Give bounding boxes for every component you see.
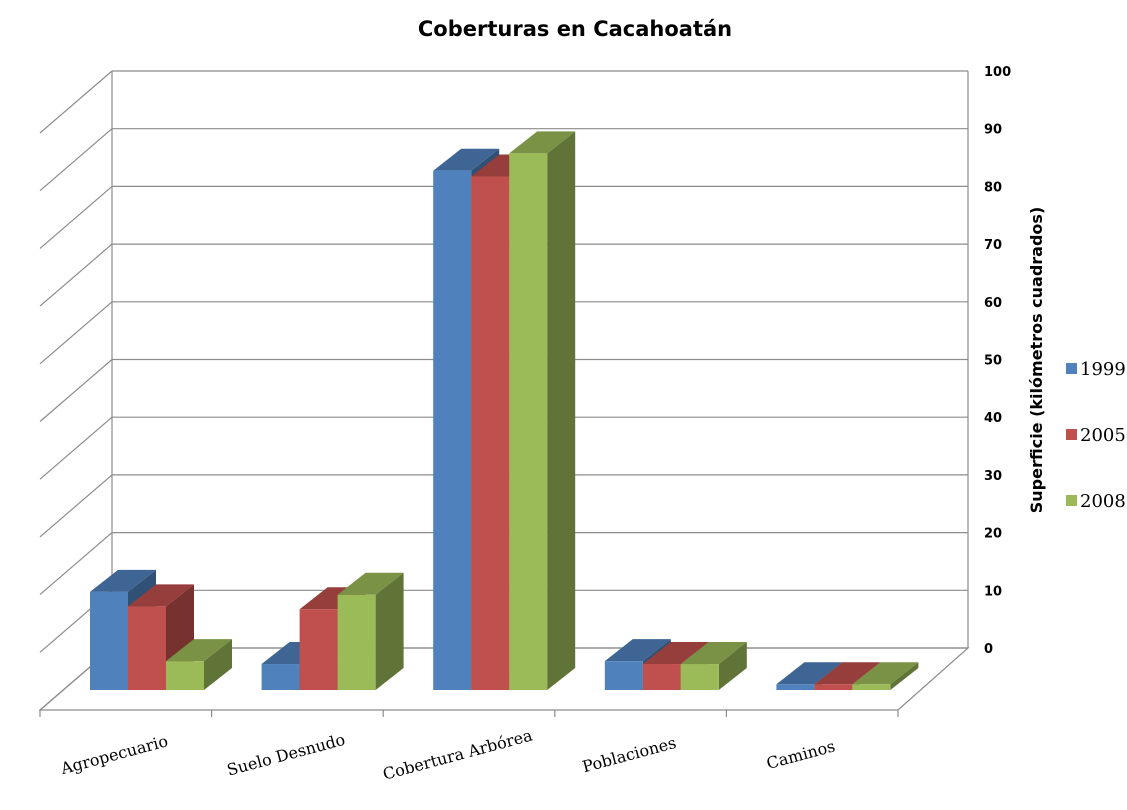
- bar-front-face: [471, 176, 510, 691]
- side-wall-gridline: [39, 70, 113, 134]
- bar-front-face: [814, 684, 853, 690]
- bar: [680, 642, 747, 690]
- bar-top-face: [90, 569, 156, 592]
- side-wall-gridline: [39, 243, 113, 307]
- bar-front-face: [852, 684, 891, 690]
- bar-front-face: [642, 664, 681, 690]
- y-tick-label: 30: [984, 469, 1002, 484]
- bar-front-face: [509, 153, 548, 690]
- side-wall-gridline: [39, 359, 113, 422]
- y-tick-label: 50: [984, 354, 1002, 369]
- bar-side-face: [890, 662, 919, 690]
- y-tick-label: 80: [984, 180, 1002, 195]
- bar: [852, 662, 919, 690]
- legend-label: 2008: [1080, 491, 1126, 512]
- bar-top-face: [680, 642, 747, 665]
- y-tick-labels: 0 10 20 30 40 50 60 70 80 90 100: [984, 65, 1011, 657]
- bar-front-face: [166, 661, 204, 690]
- legend: 1999 2005 2008: [1066, 359, 1126, 512]
- bar: [337, 572, 404, 690]
- legend-item: 1999: [1066, 359, 1126, 380]
- bar-front-face: [261, 664, 300, 690]
- chart-title: Coberturas en Cacahoatán: [418, 17, 732, 41]
- floor: [38, 647, 970, 711]
- bar-top-face: [814, 662, 881, 685]
- side-wall-gridline: [39, 416, 113, 480]
- side-wall-gridline: [39, 532, 113, 596]
- bar-side-face: [718, 642, 747, 690]
- bar-top-face: [852, 662, 919, 685]
- bar-front-face: [776, 684, 815, 690]
- y-tick-label: 10: [984, 584, 1002, 599]
- legend-label: 2005: [1080, 425, 1126, 446]
- side-wall-gridline: [39, 128, 113, 192]
- category-label: Caminos: [764, 736, 837, 773]
- bar-top-face: [337, 572, 404, 595]
- legend-item: 2008: [1066, 491, 1126, 512]
- bar-side-face: [204, 639, 232, 690]
- bar-front-face: [433, 170, 472, 690]
- legend-item: 2005: [1066, 425, 1126, 446]
- bar-front-face: [299, 609, 338, 690]
- bar-top-face: [509, 131, 576, 154]
- y-tick-label: 70: [984, 238, 1002, 253]
- y-tick-label: 90: [984, 123, 1002, 138]
- bar-side-face: [375, 572, 404, 690]
- bar-front-face: [90, 591, 128, 690]
- bar-top-face: [604, 639, 671, 662]
- bar-top-face: [642, 642, 709, 665]
- side-wall-gridline: [39, 474, 113, 538]
- y-tick-label: 20: [984, 527, 1002, 542]
- bar-side-face: [547, 131, 576, 690]
- y-tick-label: 0: [984, 642, 993, 657]
- side-wall-gridline: [39, 301, 113, 365]
- category-labels: Agropecuario Suelo Desnudo Cobertura Arbór…: [58, 725, 837, 783]
- legend-swatch: [1066, 363, 1077, 374]
- category-label: Agropecuario: [58, 731, 170, 778]
- y-tick-label: 100: [984, 65, 1011, 80]
- bars-layer: [90, 131, 919, 691]
- y-axis-label: Superficie (kilómetros cuadrados): [1027, 207, 1046, 514]
- bar: [509, 131, 576, 690]
- side-wall-gridline: [39, 185, 113, 249]
- bar-top-face: [776, 662, 843, 685]
- y-tick-label: 40: [984, 411, 1002, 426]
- category-label: Poblaciones: [580, 733, 678, 776]
- legend-swatch: [1066, 495, 1077, 506]
- y-tick-label: 60: [984, 296, 1002, 311]
- bar-front-face: [337, 594, 376, 690]
- bar-front-face: [680, 664, 719, 690]
- category-label: Cobertura Arbórea: [381, 725, 535, 783]
- bar-front-face: [604, 661, 643, 690]
- bar-top-face: [166, 639, 232, 662]
- bar-front-face: [128, 606, 166, 690]
- category-label: Suelo Desnudo: [225, 730, 347, 780]
- legend-swatch: [1066, 429, 1077, 440]
- bar-top-face: [433, 148, 500, 171]
- legend-label: 1999: [1080, 359, 1126, 380]
- bar-top-face: [128, 584, 194, 607]
- bar: [166, 639, 232, 690]
